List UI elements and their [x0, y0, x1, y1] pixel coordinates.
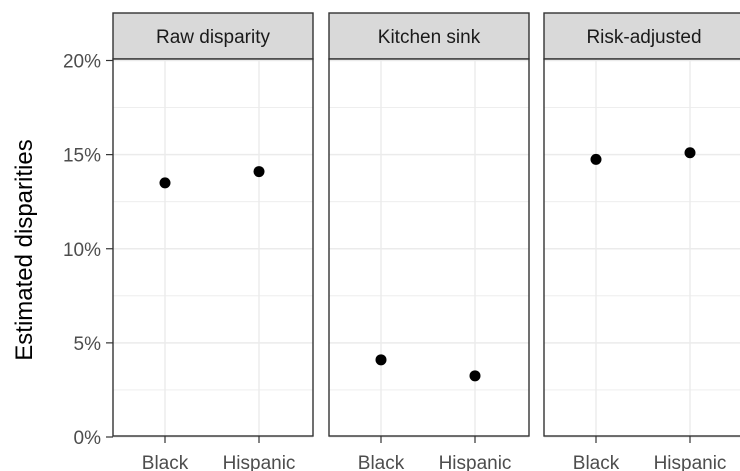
data-point [159, 177, 171, 189]
y-tick-label: 0% [74, 428, 102, 449]
data-point [590, 153, 602, 165]
y-tick-label: 20% [63, 52, 101, 73]
x-tick-label: Hispanic [654, 453, 727, 471]
x-tick-label: Hispanic [439, 453, 512, 471]
x-tick-label: Hispanic [223, 453, 296, 471]
data-point [684, 147, 696, 159]
y-tick-label: 10% [63, 240, 101, 261]
panel-border [543, 58, 740, 437]
facet-strip [112, 12, 314, 60]
facet-title: Raw disparity [156, 27, 271, 48]
facet-panel: Kitchen sink Black Hispanic [328, 12, 530, 471]
panel-background [329, 59, 529, 436]
y-tick-label: 5% [74, 334, 102, 355]
facet-strip [328, 12, 530, 60]
panel-background [544, 59, 740, 436]
panel-border [328, 58, 530, 437]
facet-title: Kitchen sink [378, 27, 481, 48]
facet-strip [543, 12, 740, 60]
y-axis: 0% 5% 10% 15% 20% [63, 52, 113, 449]
data-point [375, 354, 387, 366]
x-tick-label: Black [573, 453, 620, 471]
x-tick-label: Black [142, 453, 189, 471]
facet-panels: Raw disparity Black Hispanic Kitchen sink Bl… [112, 12, 740, 471]
panel-border [112, 58, 314, 437]
y-axis-title: Estimated disparities [11, 139, 38, 360]
panel-background [113, 59, 313, 436]
facet-panel: Raw disparity Black Hispanic [112, 12, 314, 471]
data-point [469, 370, 481, 382]
facet-panel: Risk-adjusted Black Hispanic [543, 12, 740, 471]
x-tick-label: Black [358, 453, 405, 471]
data-point [253, 166, 265, 178]
y-tick-label: 15% [63, 146, 101, 167]
facet-title: Risk-adjusted [586, 27, 701, 48]
